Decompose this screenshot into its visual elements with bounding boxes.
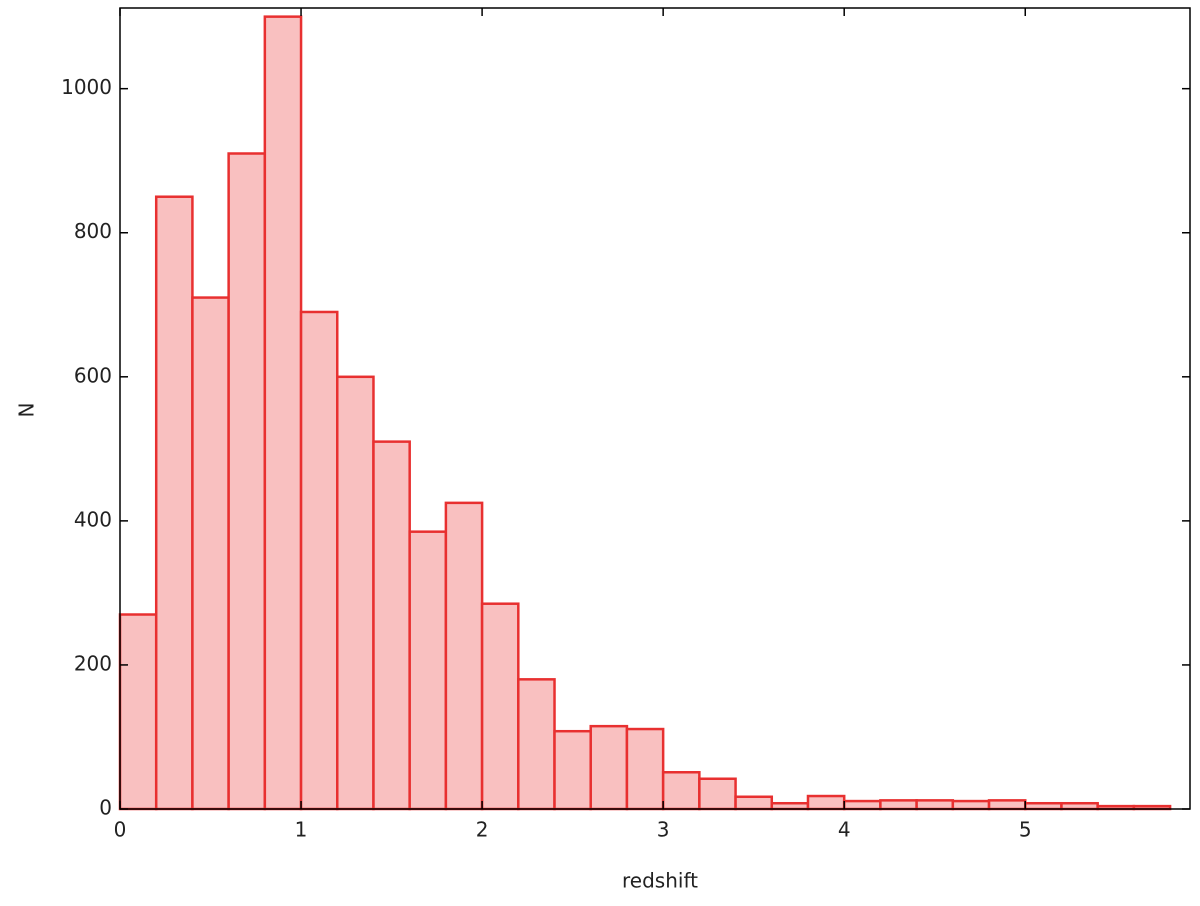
- bar: [517, 678, 556, 811]
- bar: [227, 152, 267, 811]
- y-tick-label: 200: [74, 651, 112, 675]
- bar: [553, 729, 592, 811]
- x-tick-label: 2: [476, 818, 489, 842]
- bar: [698, 777, 737, 811]
- bar: [444, 501, 484, 811]
- bar: [1023, 801, 1063, 811]
- plot-frame: [119, 7, 1191, 810]
- bar: [951, 799, 991, 811]
- bar: [589, 724, 629, 811]
- bar: [372, 440, 411, 811]
- bar: [770, 801, 810, 811]
- bar: [336, 375, 375, 811]
- bar: [480, 602, 520, 811]
- bar: [806, 794, 846, 811]
- x-tick-label: 1: [295, 818, 308, 842]
- bar: [625, 727, 665, 811]
- x-tick-label: 5: [1019, 818, 1032, 842]
- x-axis-label: redshift: [622, 869, 698, 893]
- y-tick-label: 0: [99, 796, 112, 820]
- y-tick-label: 1000: [61, 75, 112, 99]
- y-tick-label: 400: [74, 507, 112, 531]
- bar: [661, 771, 701, 811]
- x-tick-label: 3: [657, 818, 670, 842]
- bar: [842, 799, 882, 811]
- y-axis-label: N: [15, 403, 39, 418]
- bar: [915, 799, 955, 811]
- bar: [734, 795, 774, 811]
- bar: [408, 530, 448, 811]
- x-tick-label: 4: [838, 818, 851, 842]
- bar: [118, 613, 158, 811]
- bar: [263, 15, 303, 811]
- bar: [154, 195, 194, 811]
- bar: [1060, 801, 1099, 811]
- bar: [299, 310, 339, 811]
- y-tick-label: 600: [74, 363, 112, 387]
- x-tick-label: 0: [114, 818, 127, 842]
- bar: [879, 799, 918, 811]
- bar: [191, 296, 230, 811]
- y-tick-label: 800: [74, 219, 112, 243]
- bar: [987, 799, 1027, 811]
